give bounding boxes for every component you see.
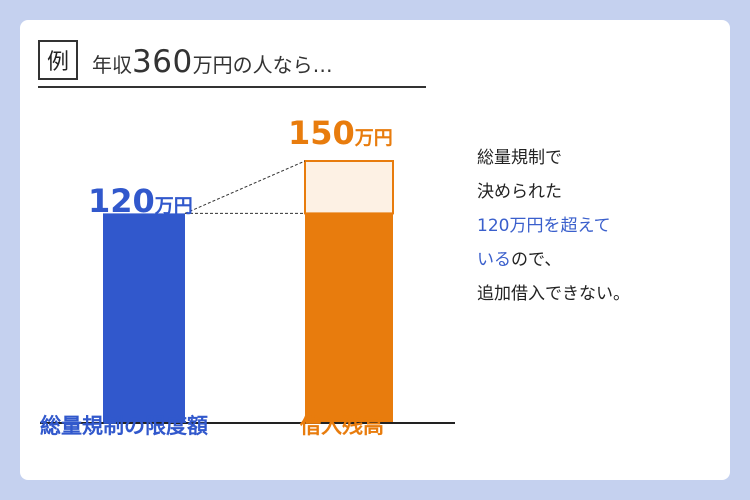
bar-balance (305, 213, 393, 423)
note-line-5: 追加借入できない。 (477, 284, 630, 304)
header-text-number: 360 (132, 44, 193, 80)
note-line-1: 総量規制で (477, 148, 562, 168)
value-number: 150 (288, 114, 355, 152)
example-label: 例 (46, 50, 69, 75)
header-text-before: 年収 (92, 53, 132, 77)
note-line-4-rest: ので、 (511, 250, 562, 270)
note-line-4: いるので、 (477, 243, 630, 277)
category-label-limit: 総量規制の限度額 (40, 414, 208, 438)
connector-line-top (184, 160, 306, 214)
bar-value-label-limit: 120万円 (88, 182, 193, 220)
value-number: 120 (88, 182, 155, 220)
explanation-note: 総量規制で 決められた 120万円を超えて いるので、 追加借入できない。 (477, 141, 630, 311)
bar-balance-excess (304, 160, 394, 215)
value-unit: 万円 (154, 195, 193, 217)
note-line-4-blue: いる (477, 250, 511, 270)
bar-value-label-balance: 150万円 (288, 114, 393, 152)
bar-limit (103, 213, 185, 423)
header-title: 年収 360 万円の人なら… (92, 40, 333, 84)
header-text-after: 万円の人なら… (192, 53, 333, 77)
category-label-balance: 借入残高 (300, 414, 384, 438)
header: 例 年収 360 万円の人なら… (38, 40, 426, 88)
value-unit: 万円 (354, 127, 393, 149)
note-line-2: 決められた (477, 182, 562, 202)
note-line-3: 120万円を超えて (477, 216, 611, 236)
example-label-box: 例 (38, 40, 78, 80)
